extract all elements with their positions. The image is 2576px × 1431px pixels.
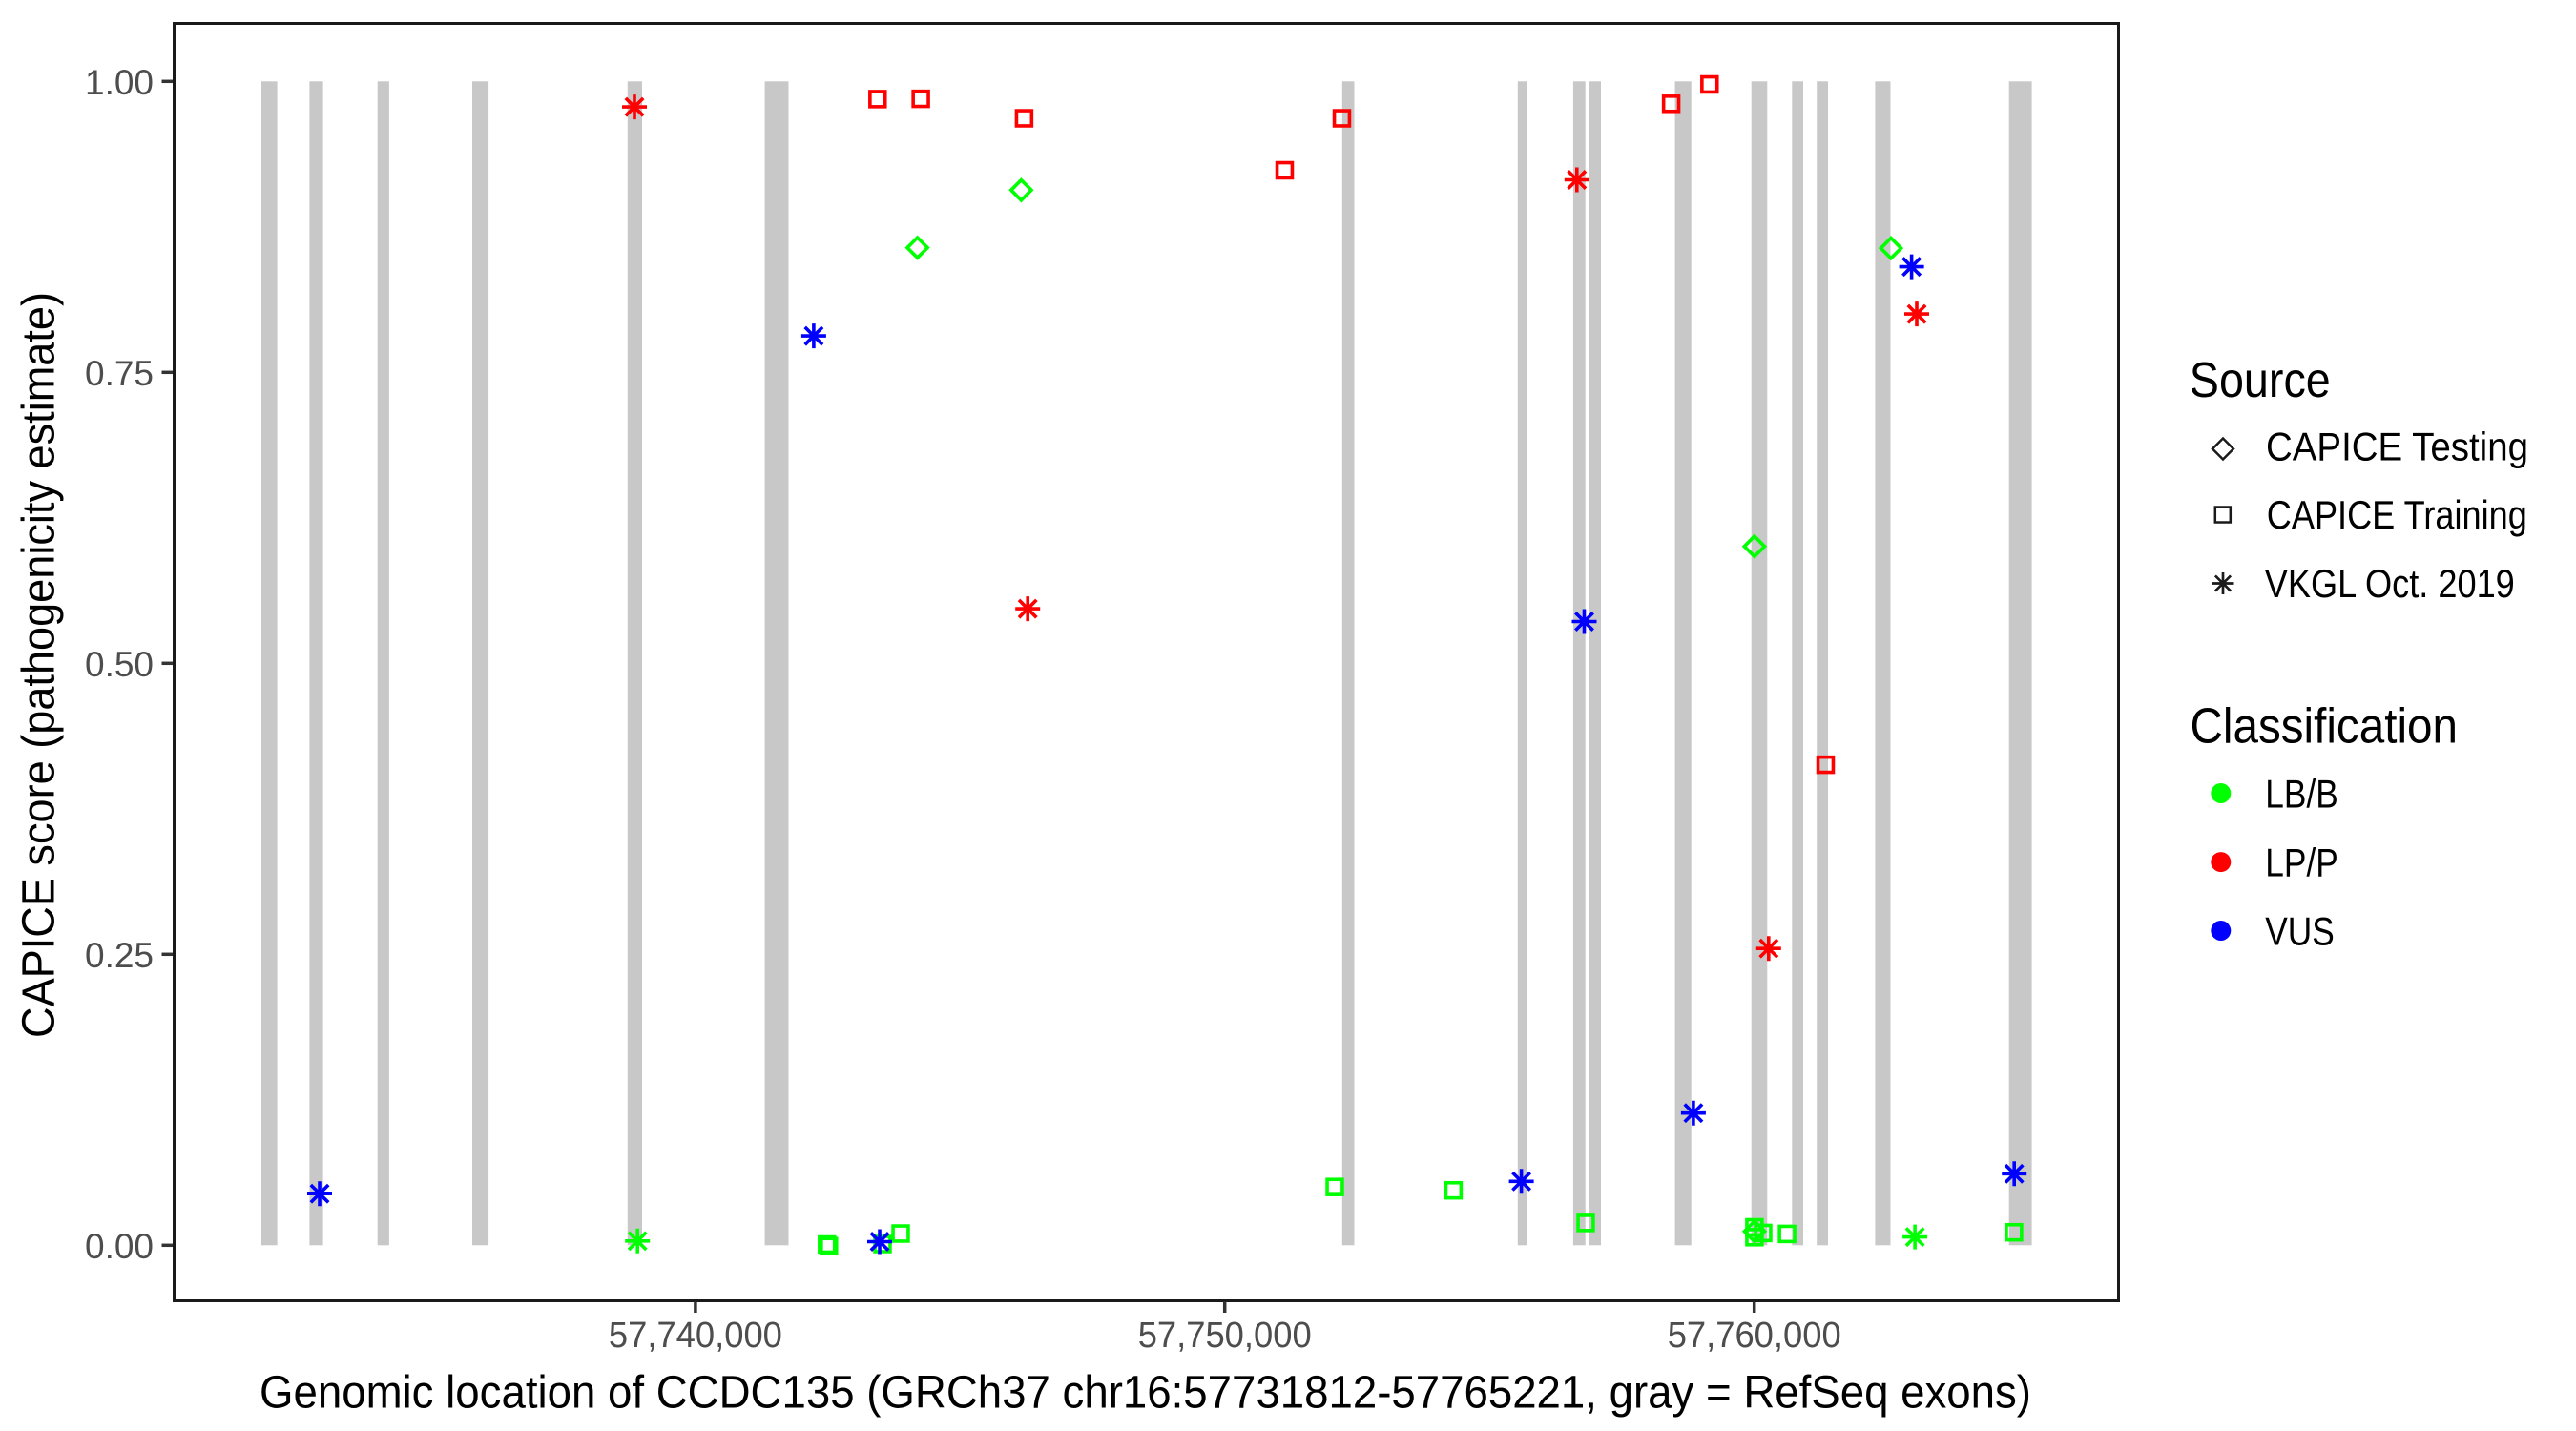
svg-text:CAPICE score (pathogenicity es: CAPICE score (pathogenicity estimate) [12, 292, 64, 1038]
svg-text:LB/B: LB/B [2265, 772, 2338, 817]
svg-text:57,760,000: 57,760,000 [1668, 1316, 1841, 1356]
svg-text:Classification: Classification [2191, 697, 2459, 753]
svg-text:0.00: 0.00 [85, 1226, 154, 1266]
svg-text:LP/P: LP/P [2265, 840, 2338, 885]
svg-text:VUS: VUS [2265, 909, 2335, 954]
svg-text:Genomic location of CCDC135 (G: Genomic location of CCDC135 (GRCh37 chr1… [260, 1367, 2031, 1419]
svg-text:57,750,000: 57,750,000 [1138, 1316, 1312, 1356]
svg-text:CAPICE Training: CAPICE Training [2267, 492, 2527, 537]
svg-text:0.50: 0.50 [85, 644, 154, 684]
svg-text:CAPICE Testing: CAPICE Testing [2266, 424, 2528, 468]
svg-text:57,740,000: 57,740,000 [609, 1316, 782, 1356]
svg-text:Source: Source [2190, 352, 2331, 407]
svg-text:0.25: 0.25 [85, 935, 154, 975]
svg-text:VKGL Oct. 2019: VKGL Oct. 2019 [2265, 561, 2515, 606]
svg-text:1.00: 1.00 [85, 62, 154, 102]
svg-text:0.75: 0.75 [85, 353, 154, 393]
